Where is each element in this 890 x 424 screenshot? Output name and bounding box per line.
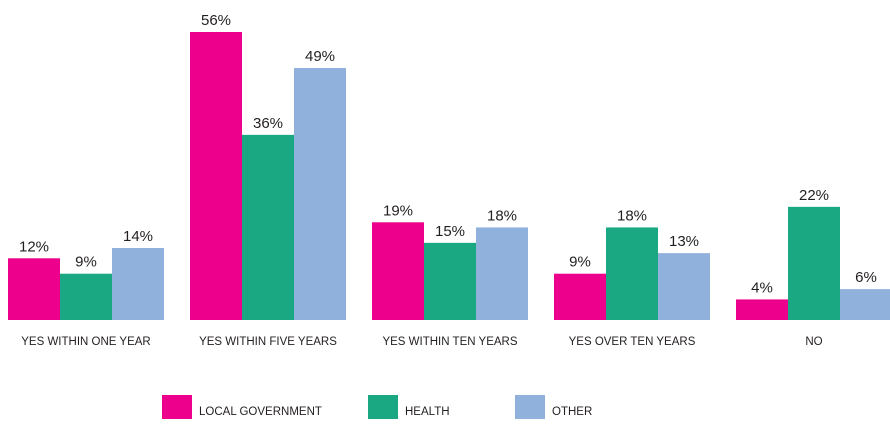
value-label: 49%: [305, 48, 335, 65]
bar-5-series-1: [736, 299, 788, 320]
bar-4-series-3: [658, 253, 710, 320]
legend-label-1: LOCAL GOVERNMENT: [199, 406, 322, 418]
legend-swatch-2: [368, 395, 398, 419]
bar-2-series-3: [294, 68, 346, 320]
bar-1-series-3: [112, 248, 164, 320]
value-label: 9%: [75, 254, 97, 271]
value-label: 4%: [751, 279, 773, 296]
value-label: 6%: [855, 269, 877, 286]
bar-4-series-2: [606, 227, 658, 320]
category-label: YES WITHIN FIVE YEARS: [199, 336, 337, 348]
bar-1-series-1: [8, 258, 60, 320]
value-label: 12%: [19, 238, 49, 255]
bar-3-series-1: [372, 222, 424, 320]
bar-4-series-1: [554, 273, 606, 320]
legend: LOCAL GOVERNMENT HEALTH OTHER: [162, 395, 592, 419]
value-label: 15%: [435, 223, 465, 240]
value-label: 18%: [617, 207, 647, 224]
bar-3-series-3: [476, 227, 528, 320]
bar-5-series-2: [788, 206, 840, 320]
value-label: 13%: [669, 233, 699, 250]
bar-1-series-2: [60, 273, 112, 320]
bar-2-series-1: [190, 32, 242, 320]
category-labels-layer: YES WITHIN ONE YEAR YES WITHIN FIVE YEARS…: [21, 336, 822, 348]
category-label: NO: [805, 336, 822, 348]
bars-layer: [8, 32, 890, 320]
legend-swatch-1: [162, 395, 192, 419]
bar-2-series-2: [242, 134, 294, 320]
legend-label-2: HEALTH: [405, 406, 450, 418]
value-label: 9%: [569, 254, 591, 271]
value-label: 18%: [487, 207, 517, 224]
legend-label-3: OTHER: [552, 406, 592, 418]
category-label: YES WITHIN ONE YEAR: [21, 336, 151, 348]
value-label: 36%: [253, 115, 283, 132]
value-labels-layer: 12% 9% 14% 56% 36% 49% 19% 15% 18% 9% 18% 13% 4% 22% 6…: [19, 12, 877, 296]
value-label: 22%: [799, 187, 829, 204]
bar-3-series-2: [424, 242, 476, 320]
value-label: 56%: [201, 12, 231, 29]
bar-5-series-3: [840, 289, 890, 320]
value-label: 19%: [383, 202, 413, 219]
legend-swatch-3: [515, 395, 545, 419]
category-label: YES OVER TEN YEARS: [569, 336, 696, 348]
value-label: 14%: [123, 228, 153, 245]
category-label: YES WITHIN TEN YEARS: [382, 336, 517, 348]
